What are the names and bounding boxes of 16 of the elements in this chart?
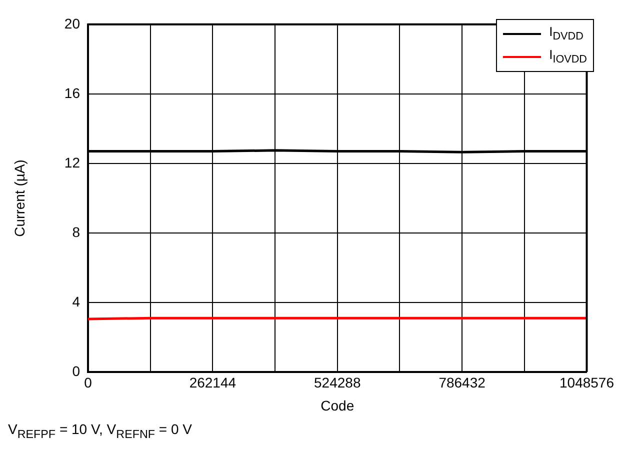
legend-label: I$_{DVDD}$ bbox=[549, 23, 584, 45]
x-tick-label: 0 bbox=[84, 374, 92, 390]
x-tick-label: 262144 bbox=[189, 374, 236, 390]
y-tick-label: 12 bbox=[64, 154, 80, 170]
y-tick-label: 8 bbox=[72, 224, 80, 240]
y-tick-label: 20 bbox=[64, 15, 80, 32]
y-tick-label: 0 bbox=[72, 362, 80, 379]
x-tick-label: 524288 bbox=[314, 374, 361, 390]
x-tick-label: 786432 bbox=[438, 374, 486, 390]
x-axis-title: Code bbox=[320, 397, 354, 414]
x-tick-label: 1048576 bbox=[559, 374, 614, 390]
y-axis-title: Current (µA) bbox=[11, 160, 28, 237]
text: V$_{REFPF}$ = 10 V, V$_{REFNF}$ = 0 V bbox=[8, 421, 193, 441]
y-tick-label: 4 bbox=[72, 293, 80, 310]
y-tick-label: 16 bbox=[64, 84, 80, 101]
legend-label: I$_{IOVDD}$ bbox=[549, 46, 587, 68]
